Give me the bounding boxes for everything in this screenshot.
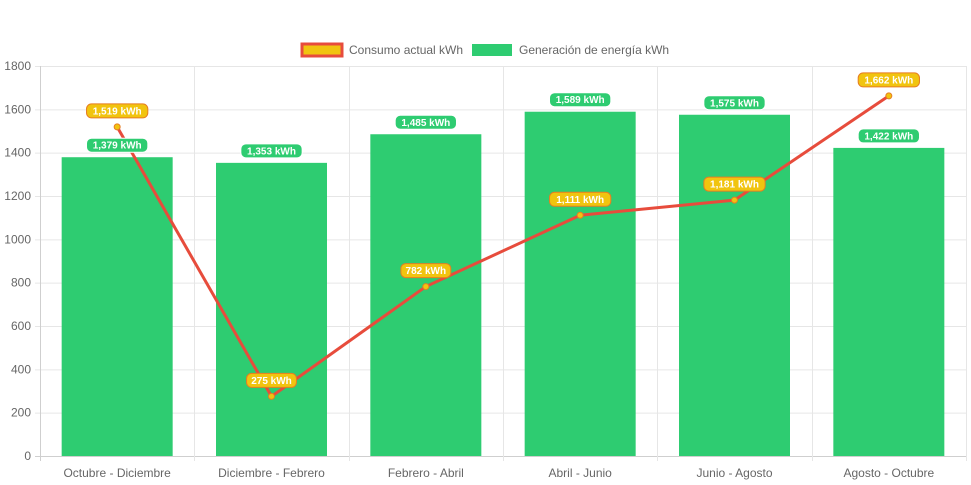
y-tick-label: 600 bbox=[11, 319, 31, 333]
line-data-label: 1,662 kWh bbox=[857, 72, 920, 88]
line-data-label-bg bbox=[549, 191, 612, 207]
line-data-label-bg bbox=[703, 176, 766, 192]
line-data-label-bg bbox=[86, 103, 149, 119]
line-data-label-text: 782 kWh bbox=[406, 266, 447, 277]
x-tick-label: Octubre - Diciembre bbox=[63, 466, 171, 480]
bar-series bbox=[61, 111, 945, 456]
y-tick-label: 1400 bbox=[4, 146, 31, 160]
line-data-label: 1,519 kWh bbox=[86, 103, 149, 119]
legend-swatch-generacion bbox=[472, 44, 512, 56]
y-tick-label: 1600 bbox=[4, 102, 31, 116]
bar-generacion bbox=[370, 134, 482, 456]
y-tick-label: 1000 bbox=[4, 232, 31, 246]
bar-data-label: 1,422 kWh bbox=[857, 128, 920, 144]
line-data-label: 782 kWh bbox=[400, 263, 452, 279]
bar-data-label-bg bbox=[394, 114, 457, 130]
y-tick-label: 800 bbox=[11, 276, 31, 290]
axes: 0 200 400 600 800 1000 1200 1400 1600 1800 Octubre… bbox=[4, 59, 934, 480]
y-tick-label: 200 bbox=[11, 406, 31, 420]
bar-data-label-bg bbox=[703, 95, 766, 111]
line-point bbox=[268, 392, 275, 400]
bar-data-label-bg bbox=[857, 128, 920, 144]
line-point bbox=[113, 123, 121, 131]
bar-data-label-bg bbox=[86, 137, 149, 153]
data-labels: 1,379 kWh 1,353 kWh 1,485 kWh 1,589 kWh 1,57… bbox=[86, 72, 920, 388]
bar-generacion bbox=[216, 162, 327, 456]
x-tick-label: Junio - Agosto bbox=[696, 466, 772, 480]
x-tick-label: Agosto - Octubre bbox=[843, 466, 934, 480]
bar-data-label: 1,379 kWh bbox=[86, 137, 149, 153]
bar-data-label-text: 1,379 kWh bbox=[93, 141, 142, 152]
line-data-label: 275 kWh bbox=[246, 372, 297, 388]
bar-data-label: 1,485 kWh bbox=[394, 114, 457, 130]
grid-lines bbox=[35, 66, 967, 461]
bar-data-label-text: 1,422 kWh bbox=[864, 131, 913, 142]
bar-data-label-bg bbox=[549, 92, 612, 108]
y-tick-label: 400 bbox=[11, 362, 31, 376]
line-data-label-bg bbox=[857, 72, 920, 88]
bar-data-label-text: 1,353 kWh bbox=[247, 146, 296, 157]
x-tick-label: Febrero - Abril bbox=[388, 466, 464, 480]
line-point bbox=[885, 92, 893, 100]
bar-data-label: 1,575 kWh bbox=[703, 95, 766, 111]
line-data-label: 1,181 kWh bbox=[703, 176, 766, 192]
bar-generacion bbox=[679, 114, 790, 456]
legend: Consumo actual kWh Generación de energía … bbox=[300, 42, 669, 58]
bar-data-label: 1,353 kWh bbox=[240, 143, 303, 159]
bar-data-label-text: 1,589 kWh bbox=[556, 95, 605, 106]
y-tick-label: 1200 bbox=[4, 189, 31, 203]
bar-generacion bbox=[61, 157, 173, 456]
bar-generacion bbox=[524, 111, 636, 456]
line-data-label-bg bbox=[400, 263, 452, 279]
line-data-label: 1,111 kWh bbox=[549, 191, 612, 207]
line-data-label-bg bbox=[246, 372, 297, 388]
bar-data-label-text: 1,575 kWh bbox=[710, 98, 759, 109]
x-tick-label: Abril - Junio bbox=[548, 466, 612, 480]
line-data-label-text: 1,111 kWh bbox=[556, 195, 604, 206]
line-point bbox=[422, 283, 430, 291]
bar-generacion bbox=[833, 147, 945, 456]
line-data-label-text: 1,181 kWh bbox=[710, 180, 759, 191]
bar-data-label-text: 1,485 kWh bbox=[401, 118, 450, 129]
x-tick-label: Diciembre - Febrero bbox=[218, 466, 325, 480]
line-data-label-text: 275 kWh bbox=[251, 376, 292, 387]
line-data-label-text: 1,662 kWh bbox=[864, 75, 913, 86]
line-data-label-text: 1,519 kWh bbox=[93, 106, 142, 117]
legend-label-generacion: Generación de energía kWh bbox=[519, 43, 669, 57]
legend-label-consumo: Consumo actual kWh bbox=[349, 43, 463, 57]
y-tick-label: 0 bbox=[24, 449, 31, 463]
line-point bbox=[731, 196, 738, 204]
bar-data-label: 1,589 kWh bbox=[549, 92, 612, 108]
bar-data-label-bg bbox=[240, 143, 303, 159]
legend-swatch-consumo bbox=[300, 42, 344, 58]
line-point bbox=[576, 211, 584, 219]
y-tick-label: 1800 bbox=[4, 59, 31, 73]
